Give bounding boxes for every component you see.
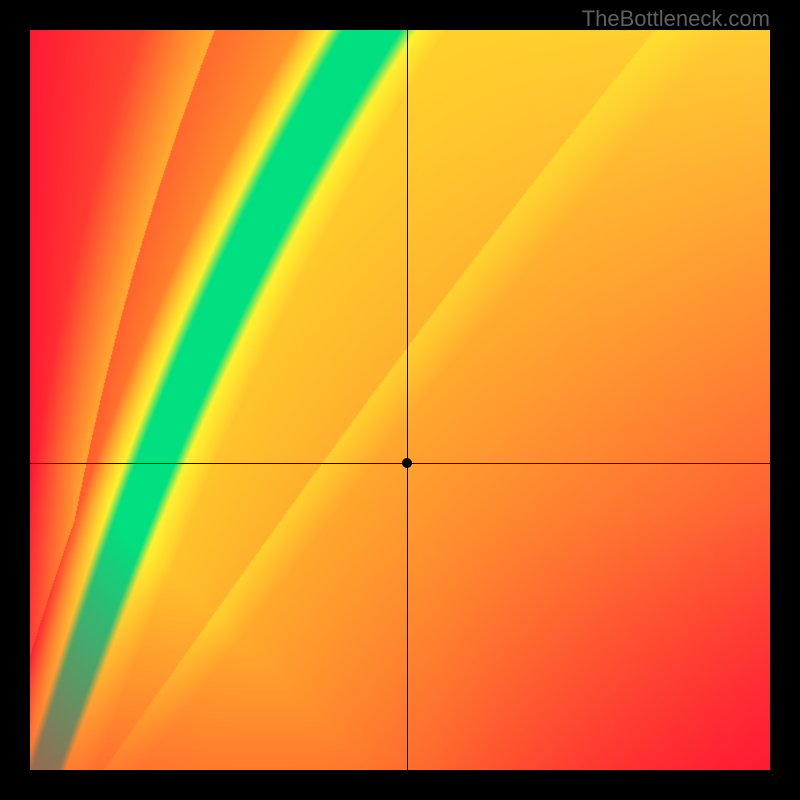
crosshair-dot xyxy=(402,458,412,468)
heatmap-canvas xyxy=(30,30,770,770)
crosshair-horizontal xyxy=(30,463,770,464)
plot-area xyxy=(30,30,770,770)
chart-frame: TheBottleneck.com xyxy=(0,0,800,800)
watermark-text: TheBottleneck.com xyxy=(582,6,770,32)
crosshair-vertical xyxy=(407,30,408,770)
